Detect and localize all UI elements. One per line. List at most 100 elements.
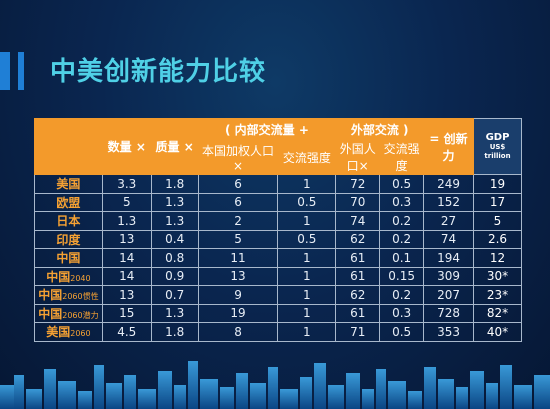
cell-innovation: 194	[423, 248, 474, 268]
cell-domestic: 9	[197, 285, 279, 305]
cell-intensity-1: 1	[277, 322, 337, 342]
cell-intensity-2: 0.2	[379, 211, 425, 231]
header-quality: 质量 ×	[150, 118, 199, 175]
header-foreign-per-capita: 外国人口×	[335, 139, 381, 175]
cell-foreign: 61	[335, 266, 381, 286]
cell-intensity-1: 1	[277, 285, 337, 305]
cell-innovation: 74	[423, 229, 474, 249]
cell-foreign: 71	[335, 322, 381, 342]
table-row: 印度 13 0.4 5 0.5 62 0.2 74 2.6	[34, 229, 522, 249]
cell-intensity-1: 0.5	[277, 192, 337, 212]
cell-intensity-1: 1	[277, 248, 337, 268]
cell-intensity-2: 0.2	[379, 229, 425, 249]
header-intensity-1: 交流强度	[277, 139, 337, 175]
row-label-text: 美国	[56, 177, 81, 192]
header-quantity: 数量 ×	[101, 118, 152, 175]
row-label: 中国2060惯性	[34, 285, 103, 305]
header-gdp-scale: trillion	[484, 152, 511, 160]
cell-quantity: 4.5	[101, 322, 152, 342]
cell-foreign: 61	[335, 248, 381, 268]
row-label-suffix: 2060	[70, 329, 91, 339]
header-paren-open: (	[224, 122, 231, 137]
table-row: 美国 3.3 1.8 6 1 72 0.5 249 19	[34, 174, 522, 194]
cell-domestic: 11	[197, 248, 279, 268]
cell-gdp: 5	[473, 211, 522, 231]
row-label: 印度	[34, 229, 103, 249]
header-gdp-unit: US$	[489, 143, 506, 151]
cell-intensity-2: 0.3	[379, 192, 425, 212]
cell-gdp: 19	[473, 174, 522, 194]
cell-quality: 0.7	[150, 285, 199, 305]
table-row: 中国 14 0.8 11 1 61 0.1 194 12	[34, 248, 522, 268]
cell-domestic: 8	[197, 322, 279, 342]
cell-foreign: 72	[335, 174, 381, 194]
cell-intensity-1: 1	[277, 303, 337, 323]
table-row: 中国2060潜力 15 1.3 19 1 61 0.3 728 82*	[34, 303, 522, 323]
cell-intensity-1: 1	[277, 211, 337, 231]
cell-quantity: 14	[101, 266, 152, 286]
header-domestic-per-capita: 本国加权人口×	[197, 139, 279, 175]
row-label-text: 中国	[38, 306, 63, 321]
comparison-table: 数量 × 质量 × ( 内部交流量 + 外部交流 ) = 创新力 GDP US$…	[34, 118, 522, 342]
cell-innovation: 152	[423, 192, 474, 212]
cell-foreign: 62	[335, 229, 381, 249]
cell-innovation: 353	[423, 322, 474, 342]
row-label-text: 中国	[56, 251, 81, 266]
cell-domestic: 2	[197, 211, 279, 231]
row-label: 美国2060	[34, 322, 103, 342]
row-label: 美国	[34, 174, 103, 194]
header-internal-exchange: ( 内部交流量 +	[197, 118, 337, 140]
cell-quantity: 15	[101, 303, 152, 323]
cell-gdp: 2.6	[473, 229, 522, 249]
row-label-text: 中国	[38, 288, 63, 303]
row-label: 中国	[34, 248, 103, 268]
cell-intensity-1: 1	[277, 266, 337, 286]
table-subheader-row: 本国加权人口× 交流强度 外国人口× 交流强度	[35, 139, 522, 175]
row-label-suffix: 2060惯性	[62, 292, 99, 302]
cell-gdp: 23*	[473, 285, 522, 305]
header-internal-exchange-label: 内部交流量 +	[234, 122, 309, 137]
cell-quality: 1.8	[150, 322, 199, 342]
row-label-suffix: 2060潜力	[62, 310, 99, 320]
table-row: 中国2060惯性 13 0.7 9 1 62 0.2 207 23*	[34, 285, 522, 305]
cell-foreign: 74	[335, 211, 381, 231]
table-header-row: 数量 × 质量 × ( 内部交流量 + 外部交流 ) = 创新力 GDP US$…	[34, 118, 522, 175]
cell-foreign: 70	[335, 192, 381, 212]
cell-intensity-2: 0.5	[379, 174, 425, 194]
row-label-suffix: 2040	[70, 273, 91, 283]
table-row: 美国2060 4.5 1.8 8 1 71 0.5 353 40*	[34, 322, 522, 342]
table-row: 日本 1.3 1.3 2 1 74 0.2 27 5	[34, 211, 522, 231]
cell-quality: 0.9	[150, 266, 199, 286]
cell-intensity-2: 0.15	[379, 266, 425, 286]
cell-gdp: 30*	[473, 266, 522, 286]
cell-domestic: 6	[197, 174, 279, 194]
cell-innovation: 249	[423, 174, 474, 194]
cell-quality: 1.3	[150, 192, 199, 212]
city-skyline	[0, 361, 550, 409]
header-external-exchange: 外部交流 )	[335, 118, 425, 140]
cell-innovation: 27	[423, 211, 474, 231]
cell-gdp: 17	[473, 192, 522, 212]
header-label-cell	[34, 118, 103, 175]
cell-intensity-1: 1	[277, 174, 337, 194]
cell-gdp: 82*	[473, 303, 522, 323]
cell-quantity: 3.3	[101, 174, 152, 194]
cell-quality: 0.8	[150, 248, 199, 268]
table-row: 欧盟 5 1.3 6 0.5 70 0.3 152 17	[34, 192, 522, 212]
cell-foreign: 62	[335, 285, 381, 305]
cell-innovation: 728	[423, 303, 474, 323]
cell-quantity: 13	[101, 285, 152, 305]
cell-intensity-2: 0.5	[379, 322, 425, 342]
cell-innovation: 207	[423, 285, 474, 305]
cell-domestic: 6	[197, 192, 279, 212]
row-label: 中国2060潜力	[34, 303, 103, 323]
cell-gdp: 40*	[473, 322, 522, 342]
cell-intensity-2: 0.3	[379, 303, 425, 323]
row-label: 日本	[34, 211, 103, 231]
cell-intensity-2: 0.2	[379, 285, 425, 305]
table-row: 中国2040 14 0.9 13 1 61 0.15 309 30*	[34, 266, 522, 286]
cell-quantity: 5	[101, 192, 152, 212]
header-gdp-title: GDP	[485, 132, 510, 143]
cell-domestic: 13	[197, 266, 279, 286]
cell-quantity: 13	[101, 229, 152, 249]
